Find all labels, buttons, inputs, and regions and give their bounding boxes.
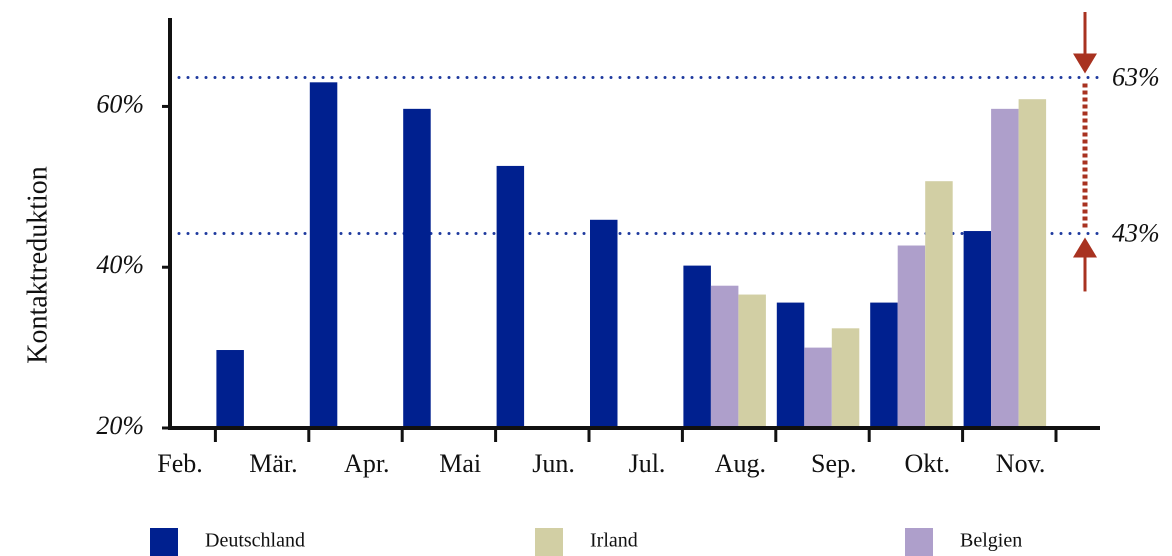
x-tick-label: Jun. bbox=[532, 449, 575, 478]
x-tick-label: Jul. bbox=[629, 449, 666, 478]
bar bbox=[590, 219, 618, 428]
x-tick-label: Feb. bbox=[157, 449, 203, 478]
bar bbox=[710, 285, 739, 428]
y-tick-label: 40% bbox=[96, 250, 144, 279]
bar bbox=[925, 181, 953, 428]
bar bbox=[216, 350, 244, 428]
y-axis-label: Kontaktreduktion bbox=[22, 166, 53, 364]
y-tick-label: 60% bbox=[96, 89, 144, 118]
legend-label: Belgien bbox=[960, 530, 1022, 552]
legend-label: Irland bbox=[590, 530, 638, 552]
x-tick-label: Apr. bbox=[344, 449, 390, 478]
x-tick-label: Okt. bbox=[904, 449, 950, 478]
x-tick-label: Nov. bbox=[996, 449, 1046, 478]
bar bbox=[776, 302, 805, 428]
arrow-head bbox=[1073, 53, 1097, 74]
bar bbox=[496, 165, 525, 428]
bar bbox=[804, 347, 832, 428]
bar bbox=[403, 108, 431, 428]
x-tick-label: Aug. bbox=[715, 449, 766, 478]
bar bbox=[831, 328, 860, 428]
y-tick-label: 20% bbox=[96, 411, 144, 440]
reference-label: 43% bbox=[1112, 218, 1160, 247]
legend-swatch bbox=[905, 528, 933, 556]
arrow-head bbox=[1073, 237, 1097, 258]
bar bbox=[963, 231, 992, 428]
x-tick-label: Mär. bbox=[249, 449, 297, 478]
bar bbox=[738, 294, 766, 428]
legend-label: Deutschland bbox=[205, 530, 305, 552]
bar bbox=[309, 82, 338, 429]
bar bbox=[683, 265, 711, 428]
bar bbox=[1018, 99, 1047, 428]
legend-swatch bbox=[150, 528, 178, 556]
bar bbox=[870, 302, 898, 428]
legend-swatch bbox=[535, 528, 563, 556]
x-tick-label: Mai bbox=[439, 449, 481, 478]
bar bbox=[897, 245, 926, 428]
reference-label: 63% bbox=[1112, 62, 1160, 91]
x-tick-label: Sep. bbox=[811, 449, 857, 478]
bar bbox=[991, 108, 1019, 428]
